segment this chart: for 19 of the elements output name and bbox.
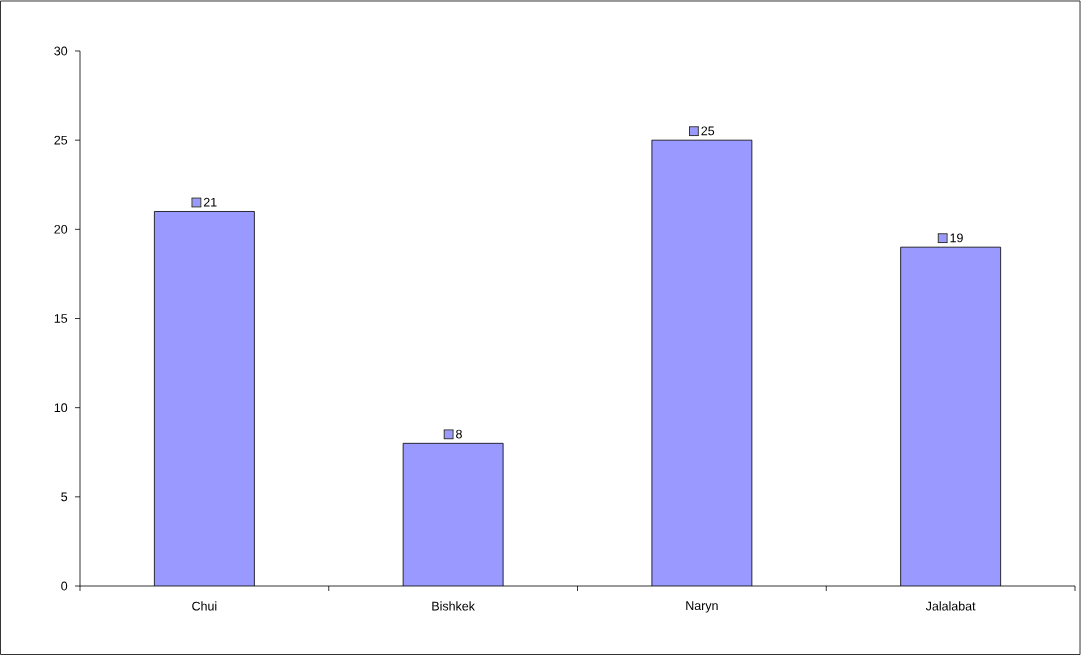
y-tick-label: 10: [54, 403, 68, 413]
x-tick-label: Jalalabat: [925, 601, 976, 611]
y-tick-label: 0: [61, 581, 68, 591]
x-tick-label: Bishkek: [432, 601, 475, 611]
bar: [403, 443, 504, 586]
x-tick-label: Naryn: [686, 601, 718, 613]
x-tick-label: Chui: [192, 601, 217, 611]
bar: [900, 246, 1002, 586]
bar: [154, 211, 255, 586]
y-tick-label: 5: [61, 492, 68, 502]
data-label: 21: [203, 197, 217, 207]
y-tick-label: 30: [54, 46, 68, 56]
data-label: 19: [950, 233, 963, 243]
y-tick-label: 15: [54, 314, 68, 323]
y-tick-label: 25: [54, 135, 68, 145]
bar: [651, 140, 752, 586]
data-label: 25: [701, 126, 715, 136]
y-tick-label: 20: [54, 224, 68, 234]
data-label: 8: [456, 429, 462, 439]
